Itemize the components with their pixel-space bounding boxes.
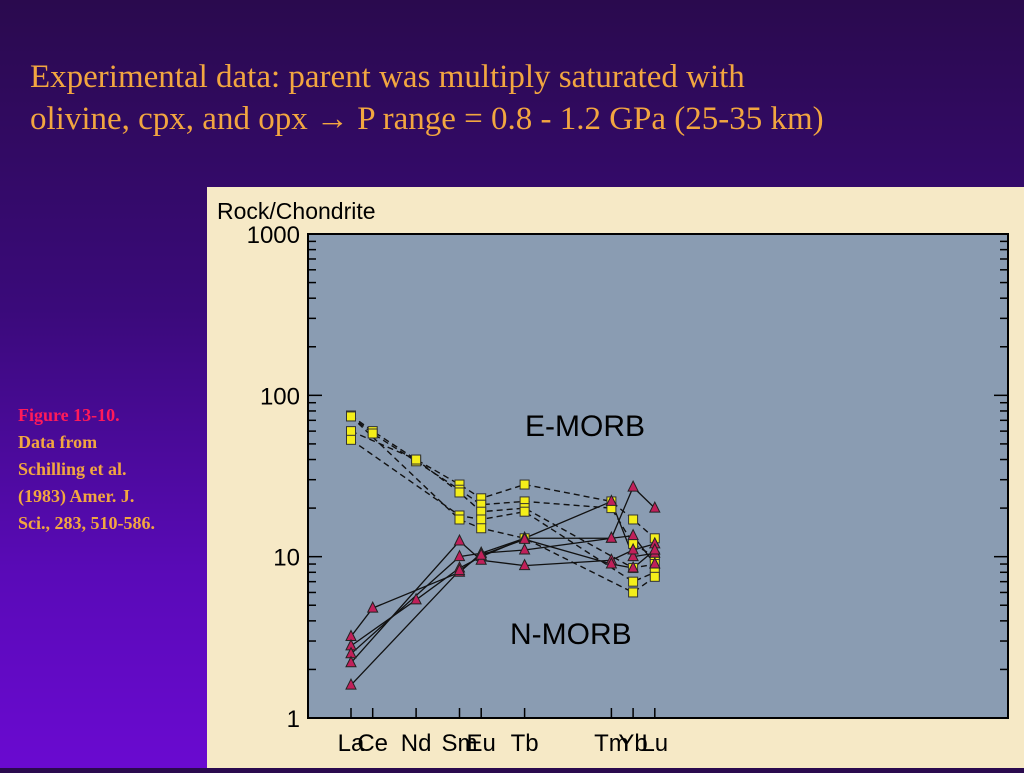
nmorb-point bbox=[627, 549, 639, 562]
nmorb-point bbox=[366, 600, 379, 613]
figure-caption: Figure 13-10. Data from Schilling et al.… bbox=[18, 402, 203, 537]
emorb-point bbox=[628, 514, 639, 525]
nmorb-point bbox=[453, 549, 466, 562]
nmorb-point bbox=[627, 528, 639, 541]
ree-chart-panel: Rock/Chondrite 1000 100 10 1 La Ce Nd Sm Eu Tb Tm Yb… bbox=[207, 187, 1024, 768]
nmorb-point bbox=[518, 532, 531, 544]
emorb-point bbox=[454, 487, 465, 498]
x-tick-label: Tb bbox=[511, 730, 539, 757]
caption-line: Sci., 283, 510-586. bbox=[18, 513, 155, 533]
series-markers bbox=[345, 410, 661, 690]
x-tick-label: Eu bbox=[467, 730, 496, 757]
nmorb-point bbox=[605, 531, 618, 543]
nmorb-point bbox=[410, 592, 422, 605]
nmorb-point bbox=[605, 556, 618, 569]
nmorb-series-line-5 bbox=[350, 485, 656, 637]
emorb-point bbox=[346, 434, 356, 445]
caption-line: Schilling et al. bbox=[18, 459, 127, 479]
caption-figure-number: Figure 13-10. bbox=[18, 405, 120, 425]
nmorb-point bbox=[605, 494, 618, 506]
emorb-point bbox=[649, 571, 660, 582]
emorb-point bbox=[519, 506, 530, 517]
y-axis-label: Rock/Chondrite bbox=[217, 198, 376, 224]
emorb-series-line-1 bbox=[350, 415, 656, 558]
emorb-annotation: E-MORB bbox=[525, 410, 645, 443]
x-tick-label: La bbox=[338, 730, 365, 757]
nmorb-point bbox=[627, 479, 639, 492]
emorb-point bbox=[519, 479, 530, 490]
nmorb-point bbox=[648, 556, 661, 569]
nmorb-point bbox=[518, 542, 531, 555]
emorb-point bbox=[346, 411, 356, 422]
title-line-1: Experimental data: parent was multiply s… bbox=[30, 59, 745, 95]
emorb-point bbox=[346, 426, 356, 437]
slide-title: Experimental data: parent was multiply s… bbox=[30, 56, 1010, 140]
y-tick-label: 1 bbox=[287, 706, 300, 733]
x-tick-label: Tm bbox=[594, 730, 629, 757]
nmorb-point bbox=[475, 548, 488, 560]
nmorb-point bbox=[518, 558, 531, 571]
axis-ticks bbox=[308, 233, 1008, 719]
y-tick-label: 1000 bbox=[247, 222, 300, 249]
nmorb-annotation: N-MORB bbox=[510, 618, 632, 651]
caption-line: (1983) Amer. J. bbox=[18, 486, 135, 506]
title-line-2: olivine, cpx, and opx → P range = 0.8 - … bbox=[30, 101, 824, 137]
y-tick-label: 10 bbox=[273, 545, 300, 572]
emorb-point bbox=[476, 514, 487, 525]
x-tick-label: Yb bbox=[618, 730, 647, 757]
nmorb-point bbox=[648, 500, 661, 513]
emorb-point bbox=[411, 454, 422, 465]
nmorb-point bbox=[345, 655, 357, 668]
plot-area bbox=[307, 233, 1009, 719]
emorb-point bbox=[367, 428, 378, 439]
emorb-point bbox=[476, 523, 487, 534]
x-tick-label: Ce bbox=[357, 730, 388, 757]
x-tick-label: Nd bbox=[401, 730, 432, 757]
x-tick-label: Sm bbox=[442, 730, 478, 757]
nmorb-point bbox=[345, 677, 357, 690]
nmorb-point bbox=[627, 560, 639, 573]
x-tick-label: Lu bbox=[641, 730, 668, 757]
nmorb-point bbox=[648, 542, 661, 555]
nmorb-point bbox=[453, 533, 466, 546]
y-tick-label: 100 bbox=[260, 383, 300, 410]
emorb-point bbox=[454, 514, 465, 525]
nmorb-point bbox=[627, 542, 639, 555]
caption-line: Data from bbox=[18, 432, 98, 452]
nmorb-point bbox=[453, 563, 466, 576]
emorb-point bbox=[628, 587, 639, 598]
emorb-point bbox=[628, 576, 639, 587]
